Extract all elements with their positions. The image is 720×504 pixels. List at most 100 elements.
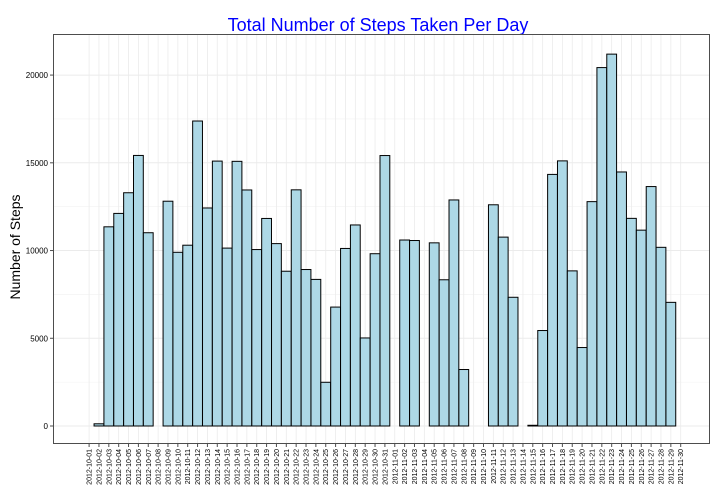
x-tick-label: 2012-11-05	[432, 449, 439, 484]
bar	[340, 247, 351, 427]
x-tick-label: 2012-11-10	[481, 449, 488, 484]
panel-border	[53, 34, 710, 444]
bar	[123, 192, 134, 427]
x-tick-label: 2012-10-18	[254, 449, 261, 485]
bar	[626, 217, 637, 427]
bar	[487, 204, 499, 427]
x-tick-label: 2012-11-16	[540, 449, 547, 484]
y-axis-label: Number of Steps	[7, 194, 23, 299]
bar	[359, 337, 371, 427]
x-axis-ticks: 2012-10-01 2012-10-02 2012-10-03 2012-10-04…	[87, 443, 685, 485]
bar	[211, 160, 223, 427]
x-tick-label: 2012-10-12	[195, 449, 202, 485]
bar	[251, 249, 263, 427]
x-tick-label: 2012-10-01	[87, 449, 94, 485]
bar	[547, 173, 558, 427]
x-tick-label: 2012-11-23	[609, 449, 616, 484]
x-tick-label: 2012-10-17	[244, 449, 251, 485]
bar	[300, 269, 312, 427]
x-tick-label: 2012-10-06	[136, 449, 143, 485]
bar	[438, 279, 450, 427]
x-tick-label: 2012-11-15	[530, 449, 537, 484]
x-tick-label: 2012-10-14	[215, 449, 222, 485]
bar	[162, 200, 174, 427]
x-tick-label: 2012-11-26	[639, 449, 646, 484]
bar	[290, 189, 302, 427]
x-tick-label: 2012-10-28	[353, 449, 360, 485]
x-tick-label: 2012-10-13	[205, 449, 212, 485]
x-tick-label: 2012-10-25	[323, 449, 330, 485]
bar	[93, 423, 105, 427]
bar	[606, 53, 618, 427]
bar	[616, 171, 627, 427]
x-tick-label: 2012-10-08	[156, 449, 163, 485]
x-tick-label: 2012-10-26	[333, 449, 340, 485]
bar	[369, 253, 381, 427]
x-tick-label: 2012-10-24	[313, 449, 320, 485]
bar	[586, 201, 598, 427]
bar	[172, 251, 184, 427]
bar	[497, 236, 509, 427]
bar	[142, 232, 154, 427]
x-tick-label: 2012-10-15	[225, 449, 232, 485]
bar	[635, 229, 647, 427]
x-tick-label: 2012-10-31	[382, 449, 389, 485]
x-tick-label: 2012-11-02	[402, 449, 409, 484]
x-tick-label: 2012-11-14	[520, 449, 527, 484]
bar	[379, 155, 391, 427]
y-axis-ticks: 0 5000 10000 15000 20000	[26, 71, 54, 431]
x-tick-label: 2012-11-09	[471, 449, 478, 484]
bar	[280, 270, 292, 427]
x-tick-label: 2012-11-30	[678, 449, 685, 484]
x-tick-label: 2012-10-07	[146, 449, 153, 485]
x-tick-label: 2012-10-05	[126, 449, 133, 485]
x-tick-label: 2012-11-18	[560, 449, 567, 484]
x-tick-label: 2012-10-09	[165, 449, 172, 485]
bar	[349, 224, 361, 427]
x-tick-label: 2012-11-25	[629, 449, 636, 484]
bar	[182, 244, 194, 427]
bar	[221, 247, 233, 427]
bar	[261, 217, 272, 427]
x-tick-label: 2012-10-23	[304, 449, 311, 485]
x-tick-label: 2012-11-11	[491, 449, 498, 484]
bar	[231, 160, 243, 427]
x-tick-label: 2012-10-21	[284, 449, 291, 485]
bar	[596, 67, 608, 427]
x-tick-label: 2012-11-12	[501, 449, 508, 484]
x-tick-label: 2012-11-03	[412, 449, 419, 484]
x-tick-label: 2012-10-10	[175, 449, 182, 485]
y-tick-label: 5000	[30, 334, 48, 343]
bar	[330, 306, 342, 427]
bar	[448, 199, 460, 427]
y-tick-label: 15000	[26, 159, 49, 168]
bars-layer	[93, 53, 677, 427]
bar	[409, 240, 420, 427]
bar	[103, 226, 115, 427]
bar	[192, 120, 203, 427]
x-tick-label: 2012-10-16	[235, 449, 242, 485]
x-tick-label: 2012-11-29	[668, 449, 675, 484]
x-tick-label: 2012-11-08	[461, 449, 468, 484]
bar	[113, 212, 125, 427]
bar	[310, 278, 322, 427]
x-tick-label: 2012-11-27	[649, 449, 656, 484]
x-tick-label: 2012-11-21	[589, 449, 596, 484]
bar	[645, 186, 657, 427]
bar	[566, 270, 578, 427]
chart-title: Total Number of Steps Taken Per Day	[228, 15, 529, 35]
x-tick-label: 2012-10-27	[343, 449, 350, 485]
x-tick-label: 2012-11-20	[580, 449, 587, 484]
x-tick-label: 2012-11-06	[442, 449, 449, 484]
bar	[556, 160, 568, 427]
bar	[507, 296, 519, 427]
x-tick-label: 2012-11-01	[392, 449, 399, 484]
bar	[241, 189, 253, 427]
x-tick-label: 2012-10-19	[264, 449, 271, 485]
y-tick-label: 20000	[26, 71, 49, 80]
x-tick-label: 2012-10-11	[185, 449, 192, 484]
bar	[458, 369, 470, 427]
x-tick-label: 2012-10-04	[116, 449, 123, 485]
bar	[537, 330, 549, 427]
